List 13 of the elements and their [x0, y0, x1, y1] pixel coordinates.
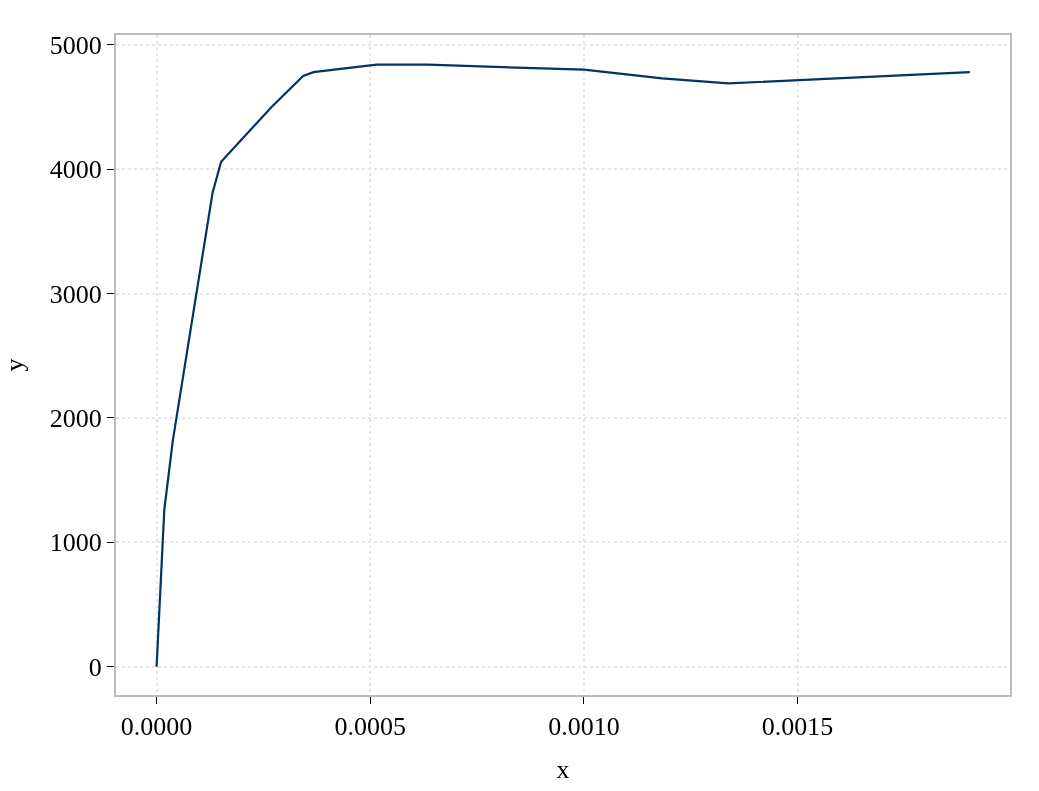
x-tick-label: 0.0015 [761, 712, 834, 742]
y-tick-label: 0 [88, 652, 102, 682]
y-tick-label: 2000 [49, 404, 102, 434]
x-tick-label: 0.0000 [120, 712, 193, 742]
y-tick-label: 4000 [49, 155, 102, 185]
y-tick-label: 3000 [49, 279, 102, 309]
y-tick-label: 1000 [49, 528, 102, 558]
y-axis-title: y [0, 358, 29, 372]
x-axis-title: x [556, 755, 570, 785]
x-tick-label: 0.0005 [334, 712, 407, 742]
y-tick-label: 5000 [49, 30, 102, 60]
x-tick-label: 0.0010 [548, 712, 620, 742]
line-series [155, 63, 971, 668]
